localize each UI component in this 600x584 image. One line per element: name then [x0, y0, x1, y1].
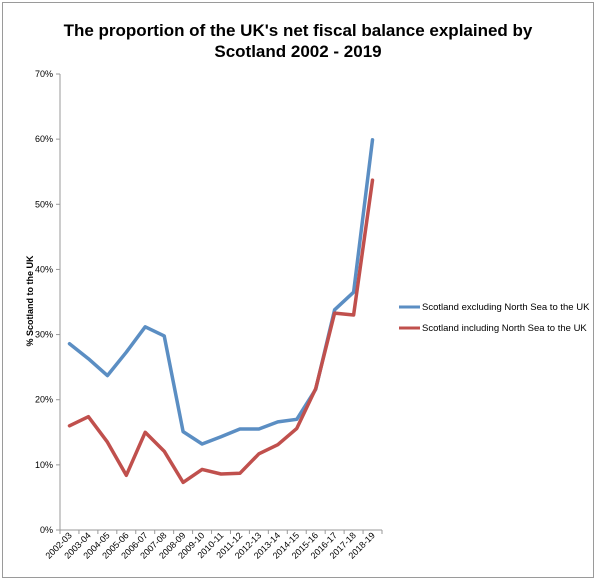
- data-point: [68, 424, 71, 427]
- data-point: [352, 314, 355, 316]
- chart-frame: [2, 2, 594, 578]
- data-point: [277, 443, 279, 446]
- data-point: [182, 481, 184, 484]
- data-point: [258, 428, 260, 430]
- data-point: [314, 387, 317, 390]
- data-point: [163, 335, 165, 337]
- y-tick-label: 70%: [35, 69, 53, 79]
- data-point: [87, 415, 90, 418]
- y-tick-label: 10%: [35, 460, 53, 470]
- legend-label-excluding: Scotland excluding North Sea to the UK: [422, 302, 590, 313]
- data-point: [201, 468, 203, 471]
- data-point: [277, 421, 279, 423]
- data-point: [371, 179, 374, 181]
- y-tick-label: 30%: [35, 330, 53, 340]
- data-point: [106, 441, 109, 443]
- y-tick-label: 40%: [35, 264, 53, 274]
- data-point: [352, 291, 355, 294]
- chart-title-line1: The proportion of the UK's net fiscal ba…: [64, 21, 533, 40]
- data-point: [125, 474, 128, 477]
- y-axis-label: % Scotland to the UK: [25, 255, 35, 347]
- y-tick-label: 50%: [35, 199, 53, 209]
- legend-label-including: Scotland including North Sea to the UK: [422, 323, 587, 334]
- legend: Scotland excluding North Sea to the UK S…: [399, 302, 590, 334]
- data-point: [68, 342, 71, 345]
- chart-title-line2: Scotland 2002 - 2019: [214, 42, 381, 61]
- data-point: [258, 452, 260, 455]
- data-point: [144, 325, 147, 328]
- data-point: [239, 428, 241, 430]
- data-point: [220, 436, 222, 438]
- data-point: [106, 374, 109, 377]
- y-tick-label: 60%: [35, 134, 53, 144]
- data-point: [295, 427, 298, 430]
- data-point: [125, 351, 128, 353]
- data-point: [333, 312, 336, 314]
- data-point: [239, 472, 241, 475]
- data-point: [163, 450, 165, 452]
- data-point: [182, 430, 184, 433]
- series-line-excluding-north-sea: [67, 138, 375, 446]
- data-point: [201, 443, 203, 445]
- data-point: [295, 418, 298, 421]
- data-point: [333, 309, 336, 311]
- data-point: [371, 138, 374, 141]
- data-point: [220, 473, 222, 475]
- y-tick-label: 0%: [40, 525, 53, 535]
- data-point: [87, 357, 90, 360]
- data-point: [144, 431, 147, 434]
- y-tick-label: 20%: [35, 395, 53, 405]
